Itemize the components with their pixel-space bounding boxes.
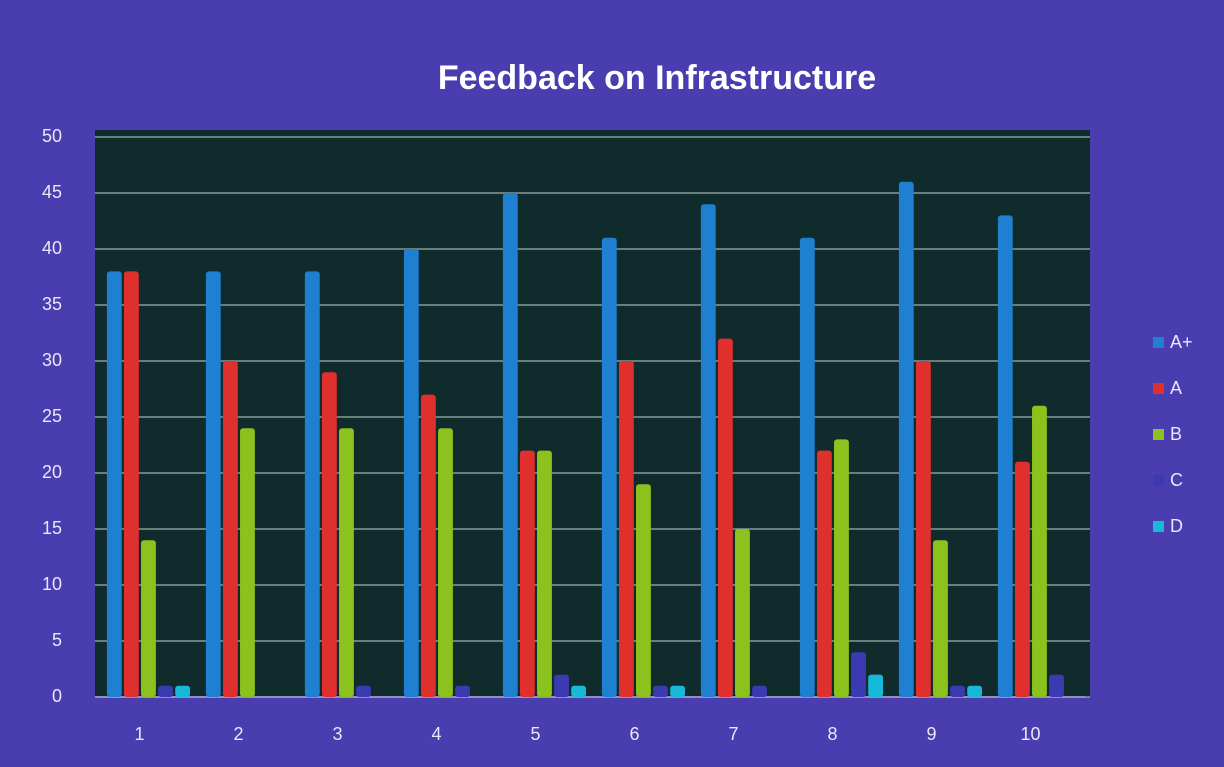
- bar: [618, 361, 634, 697]
- legend-label: A+: [1170, 332, 1193, 352]
- bar: [735, 529, 750, 697]
- y-tick-label: 20: [42, 462, 62, 482]
- y-tick-label: 25: [42, 406, 62, 426]
- y-tick-label: 30: [42, 350, 62, 370]
- bar: [554, 674, 569, 697]
- x-tick-label: 2: [234, 724, 244, 744]
- y-tick-label: 50: [42, 126, 62, 146]
- bar: [304, 271, 320, 697]
- x-tick-label: 7: [729, 724, 739, 744]
- bar: [571, 685, 587, 697]
- bar: [636, 484, 651, 697]
- x-tick-label: 6: [630, 724, 640, 744]
- x-tick-label: 9: [927, 724, 937, 744]
- y-tick-label: 35: [42, 294, 62, 314]
- bar: [205, 271, 221, 697]
- bar: [1032, 405, 1047, 697]
- x-tick-label: 8: [828, 724, 838, 744]
- bar: [240, 428, 255, 697]
- bar: [403, 249, 419, 697]
- bar: [175, 685, 191, 697]
- bar: [700, 204, 716, 697]
- bar: [670, 685, 686, 697]
- bar: [834, 439, 849, 697]
- bar: [653, 685, 668, 697]
- y-tick-label: 5: [52, 630, 62, 650]
- bar: [997, 215, 1013, 697]
- bar: [898, 181, 914, 698]
- bar: [601, 237, 617, 698]
- x-tick-label: 10: [1021, 724, 1041, 744]
- legend-label: D: [1170, 516, 1183, 536]
- legend-swatch: [1153, 337, 1164, 348]
- bar: [420, 394, 436, 697]
- bar: [915, 361, 931, 697]
- chart-title: Feedback on Infrastructure: [438, 59, 876, 97]
- bar: [933, 540, 948, 697]
- bar: [950, 685, 965, 697]
- y-tick-label: 15: [42, 518, 62, 538]
- x-tick-label: 5: [531, 724, 541, 744]
- legend-swatch: [1153, 521, 1164, 532]
- bar: [851, 652, 866, 697]
- legend-swatch: [1153, 429, 1164, 440]
- bar: [123, 271, 139, 697]
- y-tick-label: 0: [52, 686, 62, 706]
- bar: [339, 428, 354, 697]
- bar: [537, 450, 552, 697]
- y-tick-label: 45: [42, 182, 62, 202]
- bar: [816, 450, 832, 697]
- x-tick-label: 4: [432, 724, 442, 744]
- bar: [1014, 461, 1030, 697]
- bar: [1049, 674, 1064, 697]
- legend-label: B: [1170, 424, 1182, 444]
- bar: [141, 540, 156, 697]
- bar: [158, 685, 173, 697]
- y-tick-label: 40: [42, 238, 62, 258]
- y-tick-label: 10: [42, 574, 62, 594]
- legend-swatch: [1153, 383, 1164, 394]
- bar: [222, 361, 238, 697]
- x-tick-label: 3: [333, 724, 343, 744]
- x-tick-label: 1: [135, 724, 145, 744]
- bar: [967, 685, 983, 697]
- bar: [356, 685, 371, 697]
- bar: [752, 685, 767, 697]
- legend-label: C: [1170, 470, 1183, 490]
- bar: [106, 271, 122, 697]
- bar: [502, 193, 518, 697]
- bar: [868, 674, 884, 697]
- bar: [438, 428, 453, 697]
- bar: [717, 338, 733, 697]
- bar: [519, 450, 535, 697]
- bar: [799, 237, 815, 698]
- bar: [455, 685, 470, 697]
- legend-swatch: [1153, 475, 1164, 486]
- bar: [321, 372, 337, 697]
- legend-label: A: [1170, 378, 1182, 398]
